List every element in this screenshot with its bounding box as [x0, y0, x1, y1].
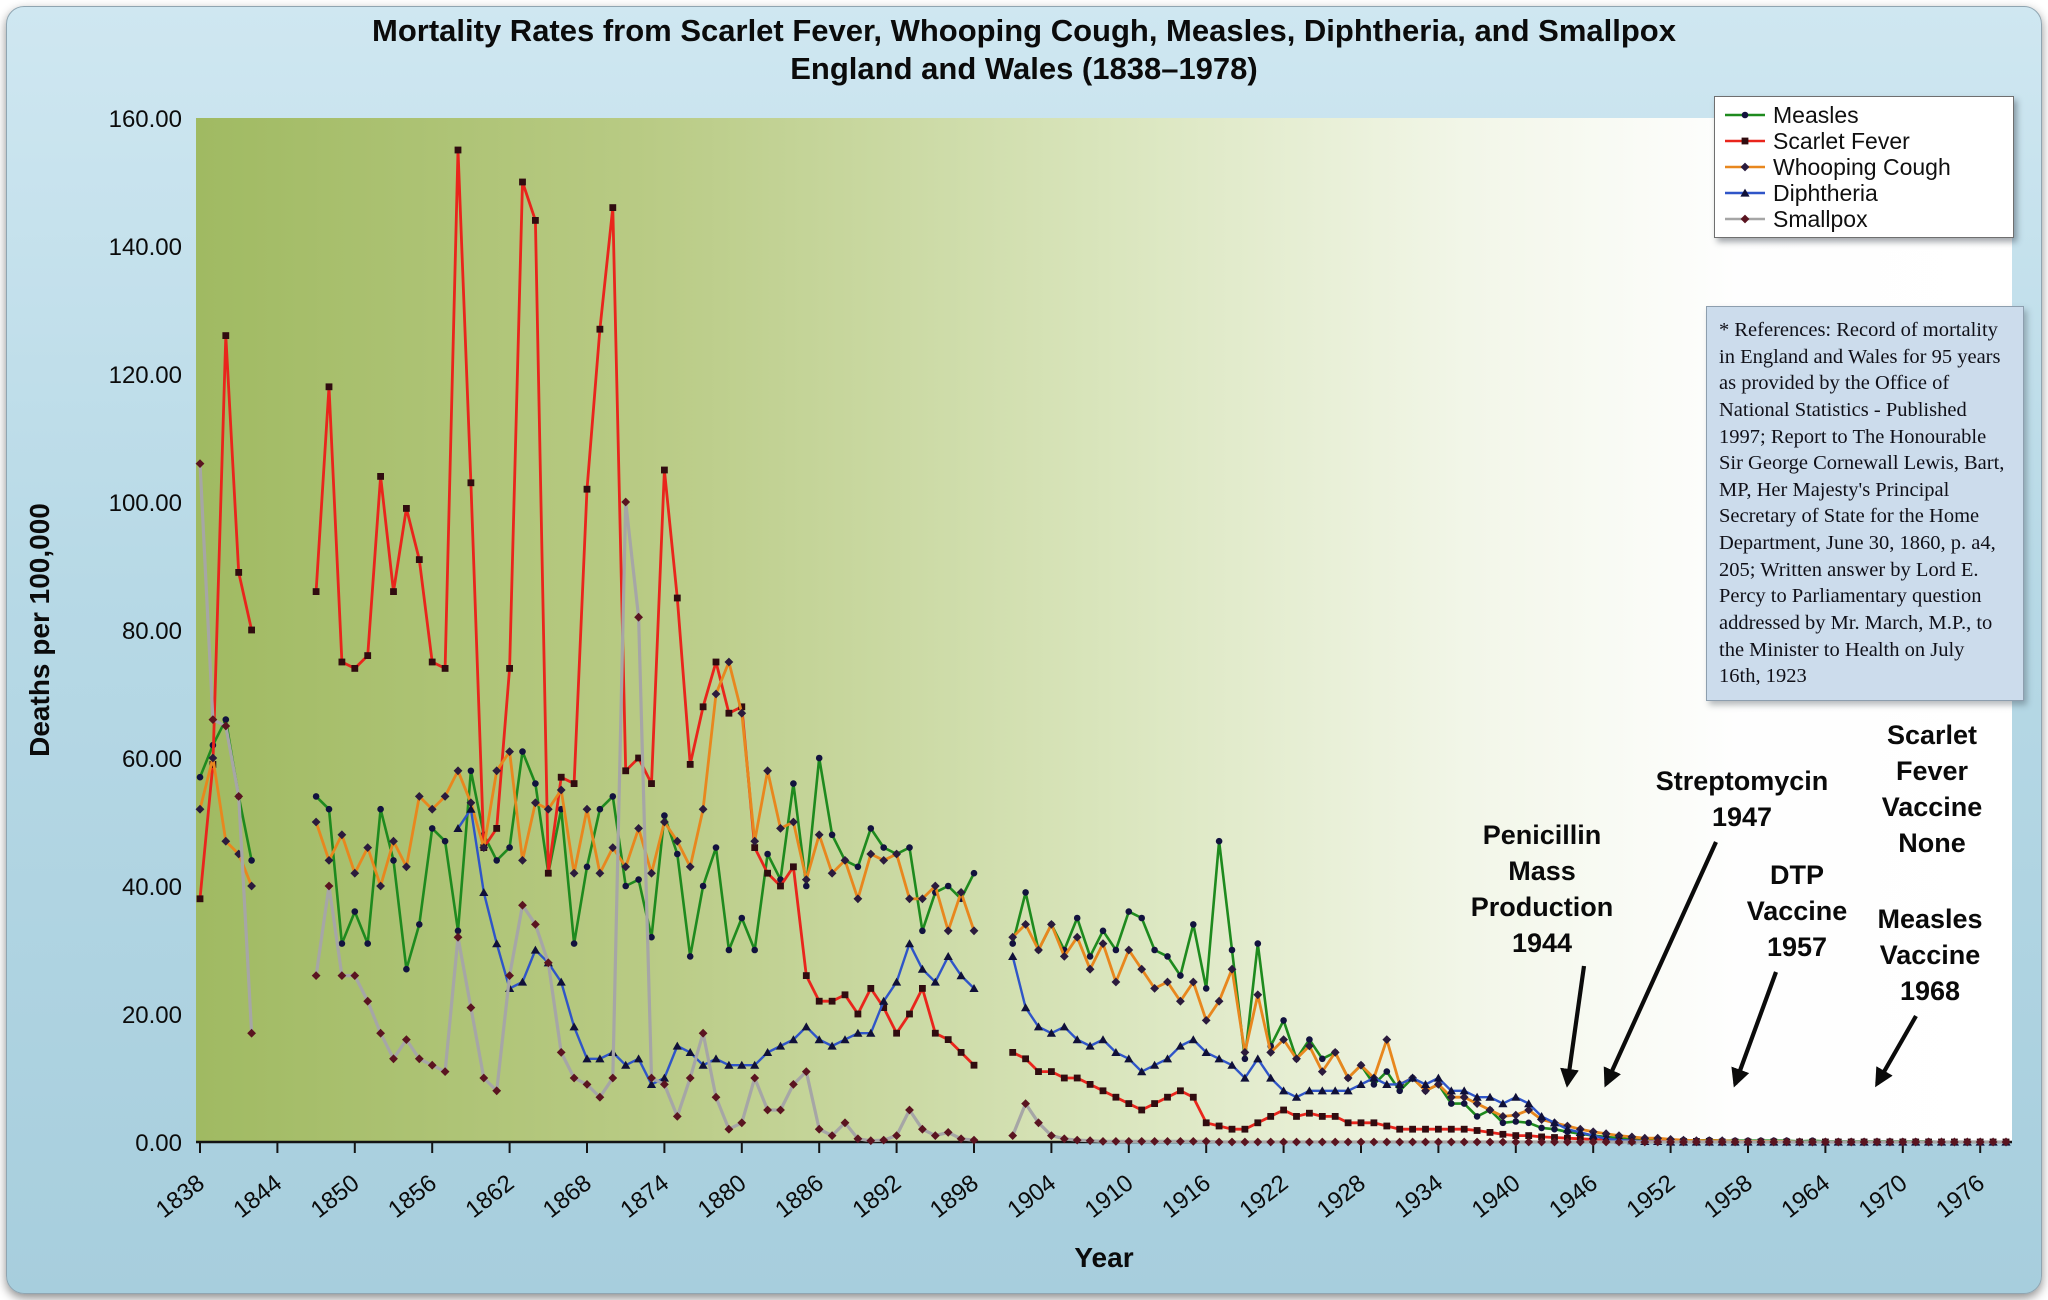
x-tick-label: 1958: [1699, 1169, 1758, 1223]
references-box: * References: Record of mortality in Eng…: [1706, 306, 2024, 701]
annotation-line: Vaccine: [1881, 791, 1983, 822]
legend-items: Measles Scarlet Fever Whooping Cough Diphth…: [1723, 102, 2005, 232]
y-tick-label: 0.00: [135, 1130, 182, 1157]
x-tick-label: 1850: [306, 1169, 365, 1223]
y-tick-label: 140.00: [109, 234, 182, 261]
x-tick-label: 1934: [1389, 1169, 1448, 1223]
x-tick-label: 1880: [693, 1169, 752, 1223]
x-tick-label: 1940: [1467, 1169, 1526, 1223]
annotation-scarlet-fever-vaccine-none: Scarlet Fever Vaccine None: [1882, 718, 1983, 862]
x-tick-label: 1916: [1157, 1169, 1216, 1223]
annotation-line: 1944: [1511, 927, 1573, 958]
x-tick-label: 1886: [770, 1169, 829, 1223]
x-tick-label: 1844: [228, 1169, 287, 1223]
chart-title: Mortality Rates from Scarlet Fever, Whoo…: [0, 12, 2048, 88]
annotation-line: Scarlet: [1886, 720, 1978, 750]
x-axis-title: Year: [1074, 1242, 1134, 1273]
legend-item-whooping-cough: Whooping Cough: [1723, 154, 2005, 180]
annotation-arrow-measles-vaccine: [1875, 1014, 1918, 1088]
y-tick-label: 120.00: [109, 362, 182, 389]
x-tick-label: 1892: [848, 1169, 907, 1223]
annotation-arrow-penicillin: [1560, 965, 1587, 1088]
x-tick-label: 1928: [1312, 1169, 1371, 1223]
chart-title-line2: England and Wales (1838–1978): [790, 50, 1258, 86]
legend-label: Measles: [1773, 101, 1859, 128]
legend-square-marker-icon: [1725, 137, 1765, 145]
annotation-arrow-streptomycin: [1603, 841, 1718, 1088]
series-smallpox: [195, 459, 2011, 1147]
annotation-line: Vaccine: [1746, 895, 1848, 926]
x-tick-label: 1868: [538, 1169, 597, 1223]
x-tick-label: 1856: [383, 1169, 442, 1223]
legend-label: Smallpox: [1773, 205, 1868, 232]
chart-legend: Measles Scarlet Fever Whooping Cough Diphth…: [1714, 96, 2014, 238]
legend-item-diphtheria: Diphtheria: [1723, 180, 2005, 206]
x-tick-label: 1838: [151, 1169, 210, 1223]
legend-diamond-marker-icon: [1725, 162, 1765, 172]
annotation-line: Mass: [1508, 855, 1576, 886]
x-tick-label: 1964: [1776, 1169, 1835, 1223]
x-tick-label: 1898: [925, 1169, 984, 1223]
x-tick-label: 1910: [1080, 1169, 1139, 1223]
legend-label: Whooping Cough: [1773, 153, 1951, 180]
x-tick-label: 1970: [1854, 1169, 1913, 1223]
legend-circle-marker-icon: [1725, 111, 1765, 119]
annotation-line: Penicillin: [1482, 820, 1602, 850]
y-tick-label: 40.00: [122, 874, 182, 901]
y-tick-label: 60.00: [122, 746, 182, 773]
legend-item-scarlet-fever: Scarlet Fever: [1723, 128, 2005, 154]
annotation-dtp-vaccine-1957: DTP Vaccine 1957: [1747, 858, 1848, 966]
annotation-line: Vaccine: [1879, 939, 1981, 970]
y-tick-label: 100.00: [109, 490, 182, 517]
y-tick-label: 160.00: [109, 106, 182, 133]
x-tick-label: 1862: [461, 1169, 520, 1223]
annotation-line: 1957: [1766, 931, 1828, 962]
y-tick-label: 80.00: [122, 618, 182, 645]
annotation-line: Fever: [1895, 755, 1969, 786]
annotation-line: DTP: [1769, 860, 1824, 890]
annotation-line: 1968: [1899, 975, 1961, 1006]
legend-label: Diphtheria: [1773, 179, 1878, 206]
legend-triangle-marker-icon: [1725, 188, 1765, 197]
x-tick-label: 1946: [1544, 1169, 1603, 1223]
y-tick-label: 20.00: [122, 1002, 182, 1029]
chart-title-line1: Mortality Rates from Scarlet Fever, Whoo…: [372, 13, 1676, 48]
annotation-measles-vaccine-1968: Measles Vaccine 1968: [1877, 902, 1982, 1010]
legend-label: Scarlet Fever: [1773, 127, 1910, 154]
legend-item-smallpox: Smallpox: [1723, 206, 2005, 232]
annotation-line: Streptomycin: [1655, 766, 1829, 796]
annotation-line: 1947: [1711, 801, 1773, 832]
legend-diamond-marker-icon: [1725, 214, 1765, 224]
annotation-line: Production: [1470, 891, 1614, 922]
x-tick-label: 1922: [1235, 1169, 1294, 1223]
annotation-streptomycin-1947: Streptomycin 1947: [1656, 764, 1829, 836]
annotation-line: Measles: [1877, 904, 1983, 934]
x-tick-label: 1874: [615, 1169, 674, 1223]
x-tick-label: 1976: [1931, 1169, 1990, 1223]
x-tick-label: 1904: [1002, 1169, 1061, 1223]
annotation-arrow-dtp: [1731, 971, 1778, 1088]
annotation-line: None: [1898, 827, 1966, 858]
references-text: * References: Record of mortality in Eng…: [1719, 319, 2005, 688]
legend-item-measles: Measles: [1723, 102, 2005, 128]
x-tick-label: 1952: [1622, 1169, 1681, 1223]
annotation-penicillin-1944: Penicillin Mass Production 1944: [1471, 818, 1614, 962]
